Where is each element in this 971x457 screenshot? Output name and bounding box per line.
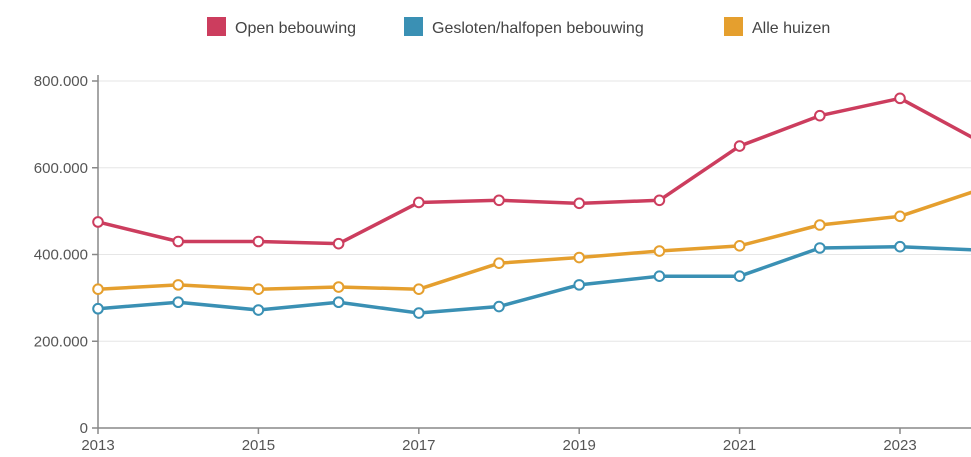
series-points [92,92,906,319]
data-point[interactable] [894,92,906,105]
data-point[interactable] [332,237,345,250]
y-axis: 0 200.000 400.000 600.000 800.000 [34,73,99,437]
chart-legend: Open bebouwing Gesloten/halfopen bebouwin… [207,17,830,37]
data-point[interactable] [653,194,666,207]
data-point[interactable] [92,283,104,296]
series-line [97,190,971,291]
x-tick-label: 2023 [883,437,916,454]
legend-swatch [724,17,743,36]
x-tick-label: 2015 [242,437,275,454]
legend-item[interactable]: Alle huizen [724,17,830,37]
series-line [97,96,971,246]
data-point[interactable] [172,296,184,309]
legend-label: Alle huizen [752,20,830,37]
data-point[interactable] [413,307,425,319]
data-point[interactable] [172,235,184,248]
x-tick-label: 2017 [402,437,435,454]
data-point[interactable] [493,257,505,269]
data-point[interactable] [733,240,746,252]
y-tick-label: 600.000 [34,160,88,177]
data-point[interactable] [413,196,425,209]
data-point[interactable] [653,270,666,282]
legend-label: Gesloten/halfopen bebouwing [432,20,644,37]
data-point[interactable] [252,235,265,248]
data-point[interactable] [332,281,345,293]
x-tick-label: 2013 [81,437,114,454]
data-point[interactable] [332,296,345,309]
data-point[interactable] [814,109,826,122]
legend-swatch [404,17,423,36]
data-point[interactable] [653,245,666,257]
legend-swatch [207,17,226,36]
data-point[interactable] [92,302,104,315]
legend-item[interactable]: Open bebouwing [207,17,356,37]
legend-label: Open bebouwing [235,20,356,37]
x-tick-label: 2019 [563,437,596,454]
x-tick-label: 2021 [723,437,756,454]
y-tick-label: 800.000 [34,73,88,90]
data-point[interactable] [814,242,826,254]
data-point[interactable] [814,219,826,231]
data-point[interactable] [573,279,586,291]
data-point[interactable] [733,270,746,282]
series-lines [97,96,971,315]
data-point[interactable] [573,251,586,264]
data-point[interactable] [252,304,265,316]
y-gridlines [98,80,971,342]
data-point[interactable] [172,279,184,291]
x-axis: 2013 2015 2017 2019 2021 2023 [81,427,971,454]
data-point[interactable] [493,300,505,313]
data-point[interactable] [92,216,104,228]
y-tick-label: 0 [80,420,88,437]
data-point[interactable] [894,240,906,253]
data-point[interactable] [493,194,505,207]
legend-item[interactable]: Gesloten/halfopen bebouwing [404,17,644,37]
series-line [97,244,971,315]
data-point[interactable] [894,210,906,223]
data-point[interactable] [733,140,746,152]
data-point[interactable] [413,283,425,296]
y-tick-label: 400.000 [34,247,88,264]
data-point[interactable] [573,197,586,210]
y-tick-label: 200.000 [34,333,88,350]
data-point[interactable] [252,283,265,296]
